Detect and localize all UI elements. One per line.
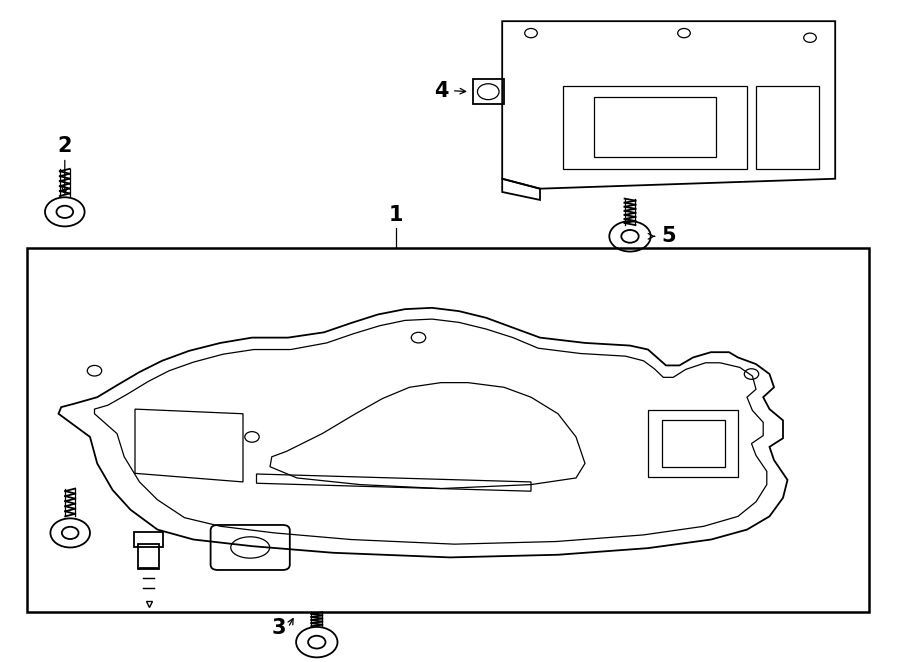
Text: 4: 4 [434,81,448,101]
Text: 5: 5 [662,226,676,246]
Text: 3: 3 [272,618,286,638]
Text: 2: 2 [58,136,72,156]
Text: 1: 1 [389,205,403,225]
